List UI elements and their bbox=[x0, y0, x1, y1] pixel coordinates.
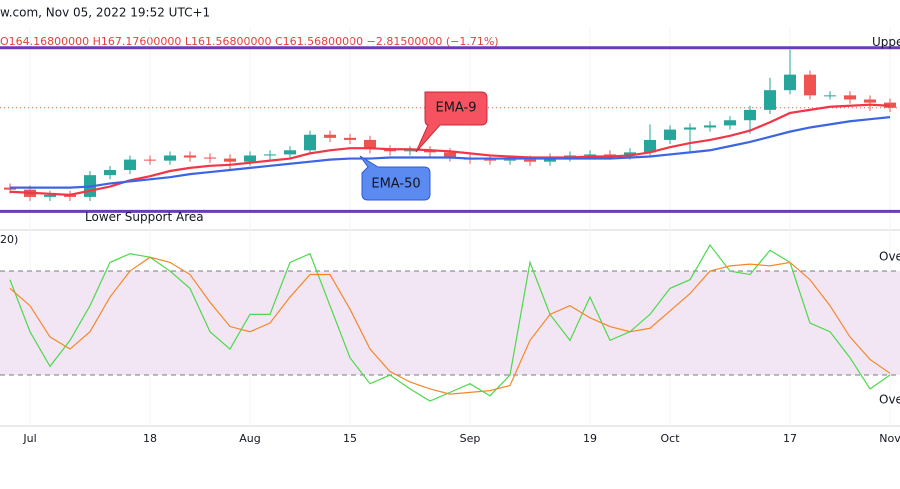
candle-body bbox=[684, 127, 696, 130]
callout-box bbox=[359, 155, 431, 201]
candle-body bbox=[264, 154, 276, 156]
candle-body bbox=[324, 134, 336, 138]
header-ohlc: O164.16800000 H167.17600000 L161.5680000… bbox=[0, 35, 499, 48]
level-label: Ove bbox=[879, 393, 900, 407]
candle-body bbox=[164, 155, 176, 161]
x-tick-label: 18 bbox=[143, 432, 157, 445]
candle-body bbox=[604, 154, 616, 156]
candle-body bbox=[204, 157, 216, 159]
candle-body bbox=[104, 169, 116, 176]
candle-body bbox=[444, 152, 456, 158]
candle-body bbox=[184, 155, 196, 158]
candle-body bbox=[364, 139, 376, 150]
candle-body bbox=[504, 159, 516, 161]
candle-body bbox=[584, 154, 596, 156]
candle-body bbox=[644, 139, 656, 153]
candle-body bbox=[824, 95, 836, 97]
x-tick-label: 17 bbox=[783, 432, 797, 445]
candle-body bbox=[664, 129, 676, 140]
callout-label: EMA-9 bbox=[436, 101, 477, 116]
candle-body bbox=[844, 95, 856, 100]
candle-body bbox=[304, 134, 316, 151]
x-tick-label: Aug bbox=[239, 432, 260, 445]
candle-body bbox=[784, 74, 796, 91]
level-label: Ove bbox=[879, 250, 900, 264]
candle-body bbox=[764, 90, 776, 110]
indicator-line bbox=[9, 256, 891, 395]
callout-box bbox=[415, 91, 488, 153]
candle-body bbox=[864, 99, 876, 103]
candle-body bbox=[704, 125, 716, 128]
candle-body bbox=[144, 159, 156, 161]
level-label: Upper bbox=[872, 35, 900, 49]
callout-label: EMA-50 bbox=[371, 177, 420, 192]
candle-body bbox=[624, 152, 636, 156]
candle-body bbox=[344, 137, 356, 140]
candle-body bbox=[244, 155, 256, 162]
candle-body bbox=[524, 159, 536, 162]
x-tick-label: Sep bbox=[460, 432, 481, 445]
candle-body bbox=[724, 120, 736, 126]
candle-body bbox=[224, 158, 236, 162]
candle-body bbox=[744, 109, 756, 121]
candle-body bbox=[44, 194, 56, 197]
x-tick-label: Jul bbox=[22, 432, 36, 445]
x-tick-label: Nov bbox=[879, 432, 900, 445]
candle-body bbox=[284, 150, 296, 155]
indicator-label: 20) bbox=[0, 233, 18, 246]
level-label: Lower Support Area bbox=[85, 210, 204, 224]
candle-body bbox=[404, 150, 416, 152]
x-tick-label: Oct bbox=[660, 432, 680, 445]
candle-body bbox=[484, 159, 496, 161]
oscillator-band bbox=[0, 271, 900, 376]
candle-body bbox=[804, 74, 816, 96]
x-tick-label: 15 bbox=[343, 432, 357, 445]
candle-body bbox=[124, 159, 136, 170]
indicator-line bbox=[9, 103, 891, 196]
header-source: w.com, Nov 05, 2022 19:52 UTC+1 bbox=[0, 6, 210, 20]
x-tick-label: 19 bbox=[583, 432, 597, 445]
indicator-line bbox=[10, 116, 891, 189]
indicator-line bbox=[9, 243, 891, 402]
